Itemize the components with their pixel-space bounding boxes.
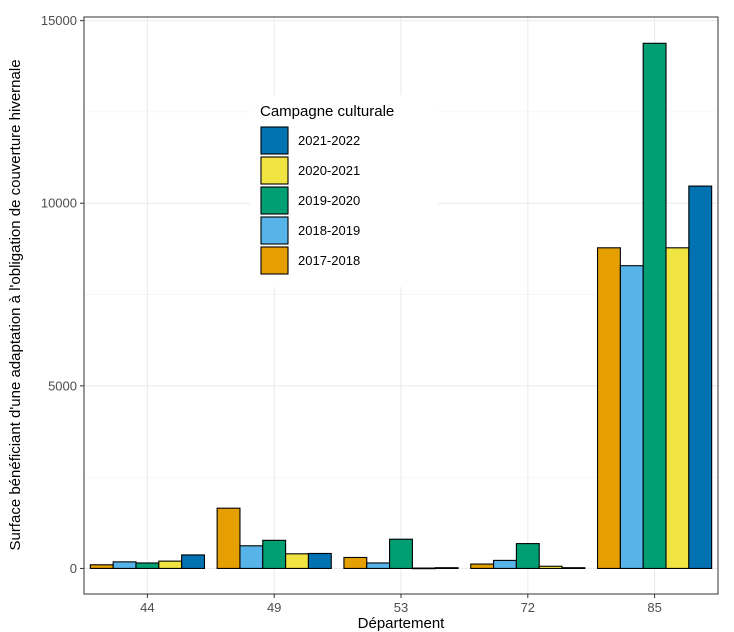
bar-49-2018-2019 xyxy=(240,546,263,569)
legend-key-2020-2021 xyxy=(261,157,288,184)
legend: Campagne culturale 2021-2022 2020-2021 201… xyxy=(250,95,438,287)
bar-44-2017-2018 xyxy=(90,565,113,569)
bar-53-2018-2019 xyxy=(367,563,390,568)
legend-label-2021-2022: 2021-2022 xyxy=(298,133,360,148)
legend-label-2020-2021: 2020-2021 xyxy=(298,163,360,178)
bar-72-2020-2021 xyxy=(539,566,562,568)
bar-49-2017-2018 xyxy=(217,508,240,568)
bar-53-2017-2018 xyxy=(344,557,367,568)
y-tick-label: 5000 xyxy=(48,378,77,393)
bar-44-2020-2021 xyxy=(159,561,182,568)
x-tick-label: 85 xyxy=(647,600,661,615)
bar-72-2021-2022 xyxy=(562,568,585,569)
legend-key-2018-2019 xyxy=(261,217,288,244)
bar-53-2019-2020 xyxy=(390,539,413,568)
bar-44-2019-2020 xyxy=(136,563,159,568)
y-axis: 0 5000 10000 15000 xyxy=(41,13,84,576)
legend-key-2021-2022 xyxy=(261,127,288,154)
bar-85-2018-2019 xyxy=(620,266,643,569)
legend-label-2018-2019: 2018-2019 xyxy=(298,223,360,238)
bar-72-2018-2019 xyxy=(494,560,517,568)
x-axis: 44 49 53 72 85 xyxy=(140,594,662,615)
y-tick-label: 15000 xyxy=(41,13,77,28)
legend-label-2019-2020: 2019-2020 xyxy=(298,193,360,208)
y-axis-title: Surface bénéficiant d'une adaptation à l… xyxy=(7,59,24,550)
x-tick-label: 49 xyxy=(267,600,281,615)
bar-85-2021-2022 xyxy=(689,186,712,568)
x-tick-label: 53 xyxy=(394,600,408,615)
bar-49-2019-2020 xyxy=(263,540,286,568)
y-tick-label: 0 xyxy=(70,561,77,576)
bar-53-2021-2022 xyxy=(435,568,458,569)
bar-85-2017-2018 xyxy=(598,248,621,569)
x-axis-title: Département xyxy=(358,615,446,632)
bar-85-2020-2021 xyxy=(666,248,689,569)
legend-key-2017-2018 xyxy=(261,247,288,274)
bar-44-2021-2022 xyxy=(182,555,205,569)
bar-72-2019-2020 xyxy=(516,544,539,569)
bar-53-2020-2021 xyxy=(412,568,435,569)
bar-49-2020-2021 xyxy=(286,554,309,569)
y-tick-label: 10000 xyxy=(41,196,77,211)
legend-key-2019-2020 xyxy=(261,187,288,214)
bar-49-2021-2022 xyxy=(308,553,331,568)
x-tick-label: 72 xyxy=(521,600,535,615)
bar-44-2018-2019 xyxy=(113,562,136,569)
bar-85-2019-2020 xyxy=(643,43,666,568)
bar-72-2017-2018 xyxy=(471,564,494,568)
x-tick-label: 44 xyxy=(140,600,154,615)
legend-title: Campagne culturale xyxy=(260,103,394,120)
legend-label-2017-2018: 2017-2018 xyxy=(298,253,360,268)
